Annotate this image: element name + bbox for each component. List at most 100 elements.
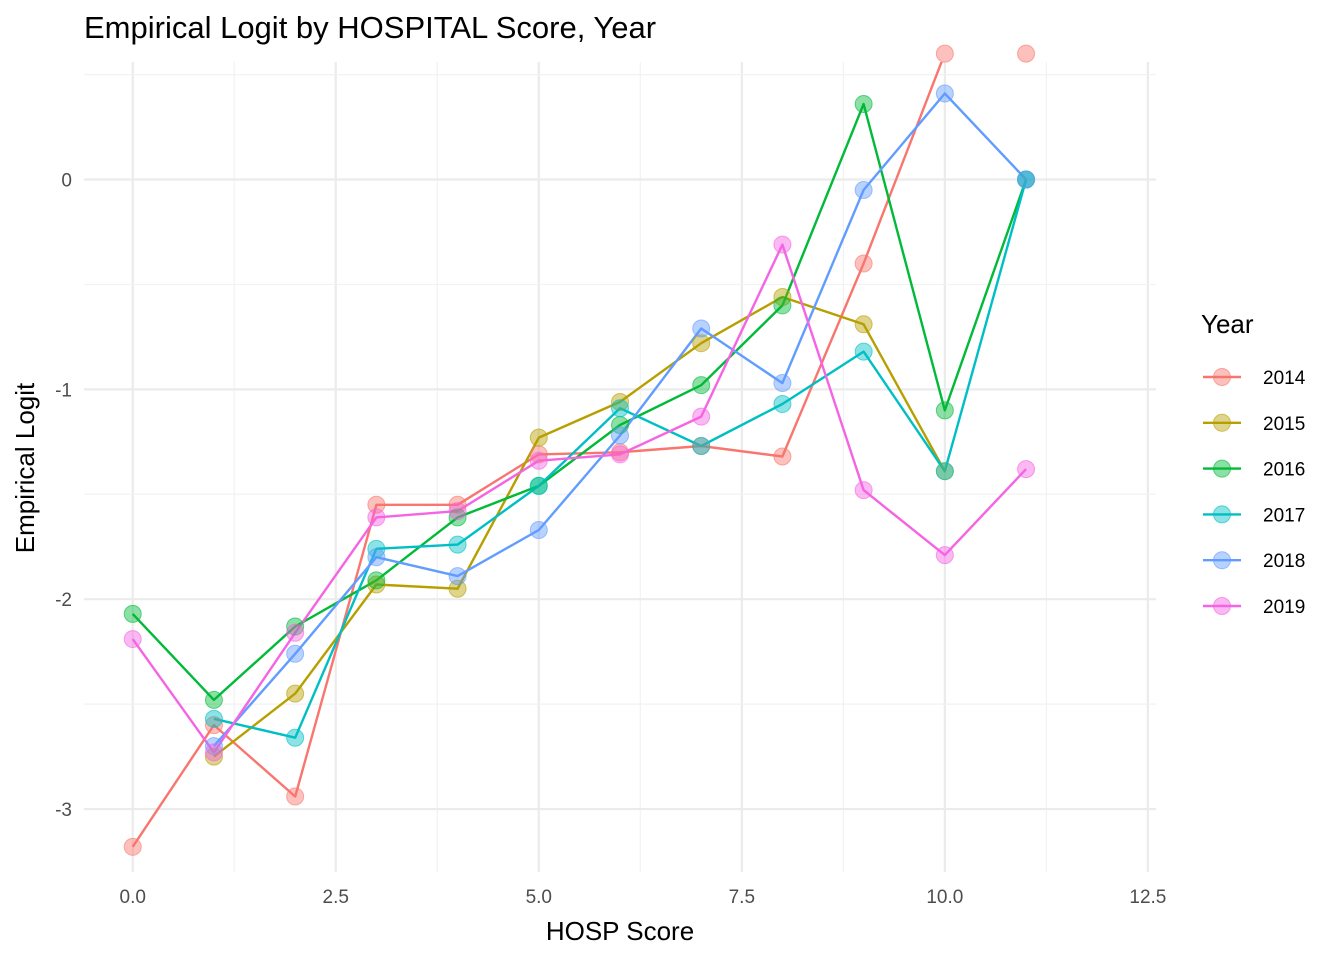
legend: Year 2014 2015 2016 2017 2018 2019 bbox=[1201, 309, 1306, 618]
data-point-2016 bbox=[854, 94, 873, 113]
data-point-2018 bbox=[448, 567, 467, 586]
x-tick-label: 10.0 bbox=[926, 887, 963, 908]
data-point-2014 bbox=[448, 495, 467, 514]
legend-key-point bbox=[1213, 413, 1231, 432]
data-point-2017 bbox=[935, 462, 954, 481]
series-line-2019 bbox=[131, 243, 1027, 754]
x-tick-label: 2.5 bbox=[323, 887, 349, 908]
data-point-2014 bbox=[854, 254, 873, 273]
data-point-2018 bbox=[286, 644, 305, 663]
chart-title: Empirical Logit by HOSPITAL Score, Year bbox=[84, 10, 656, 45]
legend-label: 2017 bbox=[1263, 505, 1305, 526]
data-point-2016 bbox=[286, 617, 305, 636]
x-tick-label: 5.0 bbox=[526, 887, 552, 908]
legend-items: 2014 2015 2016 2017 2018 2019 bbox=[1203, 368, 1306, 618]
legend-label: 2019 bbox=[1263, 597, 1305, 618]
data-point-2016 bbox=[773, 296, 792, 315]
legend-key-point bbox=[1213, 551, 1231, 570]
data-point-2017 bbox=[286, 728, 305, 747]
data-point-2017 bbox=[611, 399, 629, 418]
data-point-2015 bbox=[367, 575, 386, 594]
legend-key-point bbox=[1213, 459, 1231, 478]
data-point-2016 bbox=[123, 604, 142, 623]
legend-item-2014: 2014 bbox=[1203, 368, 1306, 389]
data-point-2019 bbox=[529, 451, 548, 470]
data-point-2018 bbox=[692, 319, 711, 338]
data-point-2019 bbox=[854, 481, 873, 500]
data-point-2015 bbox=[448, 579, 467, 598]
data-point-2018 bbox=[367, 548, 386, 567]
series-line-2015 bbox=[213, 295, 946, 758]
data-point-2019 bbox=[123, 630, 142, 649]
x-tick-label: 0.0 bbox=[120, 887, 146, 908]
series-lines bbox=[131, 62, 1028, 848]
legend-key-point bbox=[1213, 505, 1231, 524]
data-point-2017 bbox=[692, 437, 711, 456]
data-point-2018 bbox=[204, 737, 223, 756]
legend-item-2016: 2016 bbox=[1203, 459, 1305, 481]
y-tick-label: -3 bbox=[55, 800, 72, 821]
legend-item-2017: 2017 bbox=[1203, 505, 1305, 526]
grid bbox=[84, 62, 1156, 872]
legend-key-point bbox=[1213, 368, 1231, 386]
data-point-2018 bbox=[611, 426, 629, 445]
data-point-2017 bbox=[773, 395, 792, 414]
data-point-2014 bbox=[286, 787, 305, 806]
data-point-2014 bbox=[367, 495, 386, 514]
data-point-2014 bbox=[935, 44, 954, 63]
data-point-2019 bbox=[773, 235, 792, 254]
x-tick-label: 12.5 bbox=[1129, 887, 1166, 908]
data-point-2016 bbox=[367, 571, 386, 590]
data-point-2015 bbox=[529, 428, 548, 447]
x-tick-label: 7.5 bbox=[729, 887, 755, 908]
data-point-2019 bbox=[204, 743, 223, 762]
data-point-2016 bbox=[448, 508, 467, 527]
data-point-2019 bbox=[692, 407, 711, 426]
y-tick-label: 0 bbox=[61, 171, 72, 192]
data-point-2017 bbox=[448, 535, 467, 554]
legend-item-2018: 2018 bbox=[1203, 551, 1305, 572]
data-point-2015 bbox=[286, 684, 305, 703]
legend-title: Year bbox=[1201, 309, 1254, 339]
legend-key-point bbox=[1213, 597, 1231, 615]
data-point-2014 bbox=[123, 837, 142, 856]
series-line-2016 bbox=[131, 102, 1028, 702]
data-point-2014 bbox=[1017, 44, 1036, 63]
data-point-2019 bbox=[611, 445, 629, 464]
data-point-2018 bbox=[529, 520, 548, 539]
data-point-2017 bbox=[854, 342, 873, 361]
legend-label: 2016 bbox=[1263, 460, 1305, 481]
data-point-2019 bbox=[1017, 460, 1036, 479]
legend-label: 2015 bbox=[1263, 414, 1305, 435]
series-points bbox=[123, 44, 1036, 856]
legend-label: 2018 bbox=[1263, 551, 1305, 572]
y-tick-label: -1 bbox=[55, 380, 72, 401]
y-tick-label: -2 bbox=[55, 590, 72, 611]
data-point-2018 bbox=[854, 181, 873, 200]
data-point-2018 bbox=[935, 84, 954, 103]
data-point-2015 bbox=[204, 747, 223, 766]
data-point-2014 bbox=[773, 447, 792, 466]
data-point-2016 bbox=[692, 376, 711, 395]
data-point-2018 bbox=[773, 374, 792, 393]
data-point-2017 bbox=[529, 476, 548, 495]
legend-item-2019: 2019 bbox=[1203, 597, 1305, 618]
series-line-2017 bbox=[213, 179, 1028, 739]
data-point-2015 bbox=[692, 334, 711, 353]
tick-labels: 0.0 2.5 5.0 7.5 10.0 12.5 0 -1 -2 -3 bbox=[55, 171, 1166, 908]
data-point-2017 bbox=[204, 709, 223, 728]
data-point-2015 bbox=[611, 392, 629, 411]
data-point-2016 bbox=[204, 690, 223, 709]
legend-label: 2014 bbox=[1263, 368, 1306, 389]
data-point-2015 bbox=[854, 315, 873, 334]
data-point-2019 bbox=[286, 623, 305, 642]
legend-item-2015: 2015 bbox=[1203, 413, 1305, 435]
data-point-2019 bbox=[448, 502, 467, 521]
data-point-2019 bbox=[367, 508, 386, 527]
series-line-2018 bbox=[212, 92, 1027, 747]
data-point-2016 bbox=[935, 401, 954, 420]
data-point-2018 bbox=[1017, 170, 1036, 189]
data-point-2019 bbox=[935, 546, 954, 565]
x-axis-title: HOSP Score bbox=[546, 916, 694, 946]
